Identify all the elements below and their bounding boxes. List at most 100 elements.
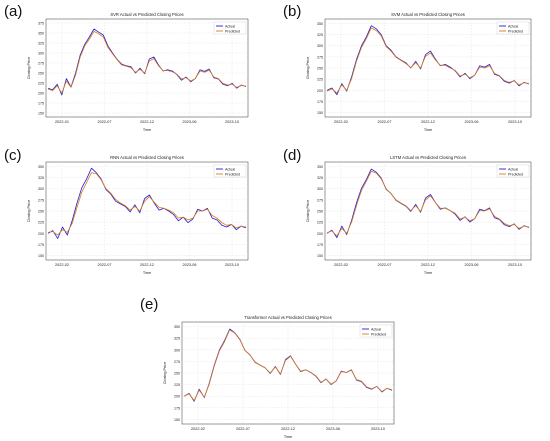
y-tick-label: 325	[38, 176, 44, 180]
legend-label-actual: Actual	[371, 327, 381, 331]
y-tick-label: 325	[317, 33, 323, 37]
y-axis-label: Closing Price	[163, 362, 167, 384]
y-tick-label: 250	[38, 210, 44, 214]
y-axis-label: Closing Price	[27, 57, 31, 79]
x-tick-label: 2022-07	[98, 120, 112, 124]
series-line-predicted	[183, 329, 393, 401]
chart-title: LSTM Actual vs Predicted Closing Prices	[390, 155, 466, 160]
chart-lstm: LSTM Actual vs Predicted Closing Prices 1…	[306, 155, 532, 275]
y-tick-label: 225	[317, 221, 323, 225]
x-tick-label: 2022-02	[191, 427, 205, 431]
legend-label-predicted: Predicted	[225, 29, 240, 33]
x-tick-label: 2023-10	[225, 263, 239, 267]
legend-label-actual: Actual	[225, 24, 235, 28]
y-tick-label: 325	[317, 176, 323, 180]
x-tick-label: 2022-12	[281, 427, 295, 431]
x-tick-label: 2023-10	[508, 263, 522, 267]
x-tick-label: 2022-07	[378, 263, 392, 267]
y-tick-label: 150	[174, 418, 180, 422]
x-tick-label: 2023-10	[508, 120, 522, 124]
x-tick-label: 2023-06	[183, 263, 197, 267]
y-tick-label: 150	[317, 111, 323, 115]
y-tick-label: 200	[317, 232, 323, 236]
x-axis-label: Time	[424, 271, 432, 275]
y-tick-label: 225	[174, 383, 180, 387]
x-tick-label: 2022-02	[334, 263, 348, 267]
y-tick-label: 200	[317, 89, 323, 93]
y-tick-label: 225	[38, 221, 44, 225]
x-tick-label: 2022-01	[55, 120, 69, 124]
legend-label-predicted: Predicted	[371, 332, 386, 336]
series-line-predicted	[326, 171, 530, 237]
panel-letter-d: (d)	[283, 147, 302, 164]
y-tick-label: 275	[174, 360, 180, 364]
y-tick-label: 275	[38, 198, 44, 202]
y-tick-label: 300	[38, 187, 44, 191]
y-tick-label: 275	[317, 55, 323, 59]
x-tick-label: 2022-12	[421, 263, 435, 267]
y-tick-label: 300	[317, 187, 323, 191]
legend-label-predicted: Predicted	[225, 172, 240, 176]
x-tick-label: 2023-10	[371, 427, 385, 431]
y-tick-label: 300	[38, 52, 44, 56]
x-axis-label: Time	[143, 271, 151, 275]
x-tick-label: 2023-06	[465, 120, 479, 124]
y-tick-label: 200	[174, 395, 180, 399]
y-tick-label: 325	[38, 42, 44, 46]
y-tick-label: 175	[38, 243, 44, 247]
series-line-actual	[47, 167, 247, 239]
panel-letter-c: (c)	[4, 147, 22, 164]
y-tick-label: 250	[317, 67, 323, 71]
chart-title: Transformer Actual vs Predicted Closing …	[244, 315, 331, 320]
x-tick-label: 2022-12	[140, 263, 154, 267]
y-tick-label: 150	[38, 112, 44, 116]
y-tick-label: 300	[317, 44, 323, 48]
x-axis-label: Time	[284, 435, 292, 439]
y-tick-label: 350	[38, 165, 44, 169]
y-tick-label: 200	[38, 232, 44, 236]
chart-title: RNN Actual vs Predicted Closing Prices	[110, 155, 184, 160]
panel-letter-a: (a)	[4, 3, 23, 20]
y-tick-label: 350	[174, 325, 180, 329]
x-tick-label: 2023-06	[465, 263, 479, 267]
y-axis-label: Closing Price	[306, 200, 310, 222]
x-axis-label: Time	[424, 128, 432, 132]
y-tick-label: 350	[317, 165, 323, 169]
chart-title: SVR Actual vs Predicted Closing Prices	[110, 12, 183, 17]
chart-transformer: Transformer Actual vs Predicted Closing …	[163, 315, 395, 439]
legend-label-actual: Actual	[225, 167, 235, 171]
series-line-predicted	[326, 27, 530, 94]
x-tick-label: 2022-12	[421, 120, 435, 124]
x-tick-label: 2022-12	[140, 120, 154, 124]
y-tick-label: 350	[317, 22, 323, 26]
y-tick-label: 275	[317, 198, 323, 202]
x-axis-label: Time	[143, 128, 151, 132]
y-tick-label: 175	[317, 243, 323, 247]
y-tick-label: 175	[38, 102, 44, 106]
series-line-actual	[326, 25, 530, 96]
x-tick-label: 2022-02	[334, 120, 348, 124]
y-tick-label: 225	[38, 82, 44, 86]
x-tick-label: 2022-07	[378, 120, 392, 124]
x-tick-label: 2022-02	[55, 263, 69, 267]
y-axis-label: Closing Price	[27, 200, 31, 222]
y-tick-label: 375	[38, 22, 44, 26]
legend-label-actual: Actual	[508, 167, 518, 171]
chart-rnn: RNN Actual vs Predicted Closing Prices 15…	[27, 155, 249, 275]
chart-title: SVM Actual vs Predicted Closing Prices	[391, 12, 465, 17]
x-tick-label: 2022-07	[236, 427, 250, 431]
legend-label-actual: Actual	[508, 24, 518, 28]
y-tick-label: 250	[38, 72, 44, 76]
y-tick-label: 150	[317, 254, 323, 258]
y-tick-label: 175	[317, 100, 323, 104]
series-line-predicted	[47, 172, 247, 236]
series-line-predicted	[47, 31, 247, 94]
y-tick-label: 350	[38, 32, 44, 36]
x-tick-label: 2023-10	[225, 120, 239, 124]
x-tick-label: 2023-06	[183, 120, 197, 124]
chart-svm: SVM Actual vs Predicted Closing Prices 15…	[306, 12, 532, 132]
y-tick-label: 250	[317, 210, 323, 214]
y-tick-label: 150	[38, 254, 44, 258]
panel-letter-e: (e)	[140, 296, 159, 313]
chart-svr: SVR Actual vs Predicted Closing Prices 15…	[27, 12, 249, 132]
